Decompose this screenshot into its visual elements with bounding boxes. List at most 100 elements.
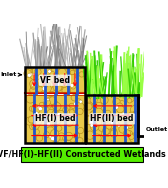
Circle shape	[71, 84, 76, 89]
Circle shape	[98, 125, 105, 131]
Circle shape	[117, 105, 124, 113]
Circle shape	[38, 107, 42, 111]
Circle shape	[100, 115, 105, 120]
Bar	[25, 95, 85, 143]
Circle shape	[58, 110, 64, 117]
Circle shape	[27, 73, 31, 77]
Circle shape	[65, 72, 70, 77]
Circle shape	[52, 109, 60, 117]
Circle shape	[60, 81, 67, 88]
Circle shape	[119, 101, 125, 107]
Circle shape	[67, 108, 75, 115]
Circle shape	[52, 111, 59, 118]
Circle shape	[36, 135, 43, 141]
Circle shape	[130, 134, 138, 143]
Circle shape	[103, 127, 112, 136]
Circle shape	[32, 82, 38, 88]
Text: HF(II) bed: HF(II) bed	[90, 114, 134, 123]
Circle shape	[29, 106, 34, 111]
Circle shape	[58, 85, 63, 90]
Circle shape	[52, 103, 59, 109]
Circle shape	[30, 83, 37, 89]
Circle shape	[93, 134, 101, 142]
Circle shape	[74, 78, 77, 81]
Circle shape	[91, 120, 96, 124]
Circle shape	[30, 123, 36, 130]
Circle shape	[85, 116, 93, 125]
Circle shape	[25, 117, 33, 125]
Circle shape	[35, 87, 41, 93]
Circle shape	[127, 95, 134, 102]
Circle shape	[28, 116, 35, 123]
Circle shape	[32, 84, 34, 86]
Circle shape	[114, 105, 119, 109]
Circle shape	[27, 69, 34, 76]
Circle shape	[49, 97, 56, 105]
Circle shape	[45, 100, 51, 106]
Circle shape	[64, 105, 70, 111]
Circle shape	[34, 117, 43, 126]
Circle shape	[90, 111, 99, 119]
Circle shape	[30, 87, 37, 94]
Bar	[86, 95, 138, 143]
Circle shape	[99, 106, 104, 111]
Circle shape	[113, 108, 116, 112]
Circle shape	[103, 128, 109, 135]
Circle shape	[53, 116, 61, 124]
Circle shape	[47, 104, 52, 108]
Circle shape	[102, 116, 109, 123]
Circle shape	[116, 103, 123, 109]
Circle shape	[69, 110, 74, 114]
Bar	[25, 67, 85, 93]
Circle shape	[35, 84, 38, 87]
Circle shape	[66, 109, 71, 115]
Circle shape	[77, 127, 84, 134]
Circle shape	[37, 86, 43, 92]
Circle shape	[74, 102, 78, 106]
Circle shape	[45, 81, 53, 89]
Circle shape	[54, 76, 58, 80]
Circle shape	[126, 118, 129, 120]
Circle shape	[58, 68, 66, 76]
Circle shape	[77, 108, 83, 115]
Circle shape	[34, 68, 41, 75]
Circle shape	[102, 107, 105, 109]
Circle shape	[56, 126, 62, 131]
Circle shape	[94, 119, 102, 126]
Circle shape	[76, 78, 78, 81]
Circle shape	[47, 96, 54, 104]
Bar	[25, 67, 85, 143]
Circle shape	[96, 113, 101, 118]
Circle shape	[50, 71, 55, 77]
Circle shape	[62, 86, 71, 95]
Circle shape	[127, 123, 133, 129]
Circle shape	[70, 84, 74, 87]
Circle shape	[47, 126, 55, 134]
Circle shape	[94, 108, 103, 117]
Circle shape	[125, 136, 128, 139]
Circle shape	[34, 111, 38, 116]
Circle shape	[43, 84, 51, 93]
Circle shape	[122, 112, 124, 115]
Circle shape	[70, 70, 75, 75]
Circle shape	[110, 130, 118, 137]
Circle shape	[37, 106, 41, 110]
Circle shape	[85, 103, 92, 110]
Circle shape	[55, 71, 62, 78]
Circle shape	[44, 132, 50, 138]
Circle shape	[133, 121, 138, 126]
Circle shape	[51, 133, 60, 142]
Circle shape	[131, 110, 136, 115]
Circle shape	[76, 99, 81, 105]
Text: HF(I) bed: HF(I) bed	[35, 114, 75, 123]
Circle shape	[74, 133, 79, 138]
Circle shape	[103, 127, 111, 135]
Circle shape	[65, 134, 72, 141]
Circle shape	[79, 72, 84, 77]
Circle shape	[40, 85, 48, 93]
Circle shape	[105, 110, 111, 116]
Circle shape	[119, 125, 127, 133]
Circle shape	[113, 98, 120, 106]
Circle shape	[42, 86, 47, 91]
Circle shape	[113, 121, 119, 127]
